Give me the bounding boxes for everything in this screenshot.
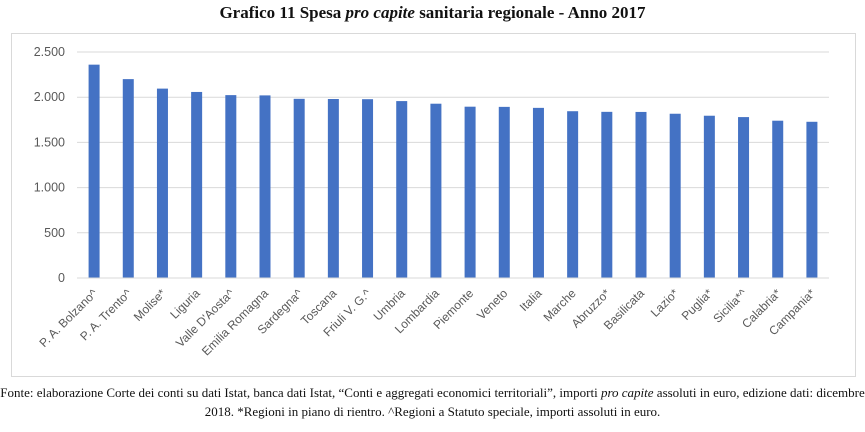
bar xyxy=(396,101,408,279)
x-tick-label: Lazio* xyxy=(648,286,682,320)
caption-part-3: assoluti in euro, edizione dati: dicembr… xyxy=(204,385,865,419)
bar xyxy=(88,64,100,278)
bar xyxy=(669,113,681,279)
chart-title: Grafico 11 Spesa pro capite sanitaria re… xyxy=(0,3,865,23)
x-tick-label: Italia xyxy=(517,286,545,314)
title-part-2: pro capite xyxy=(345,3,415,22)
bar xyxy=(362,99,374,278)
y-tick-label: 1.000 xyxy=(34,181,65,195)
y-tick-label: 0 xyxy=(58,271,65,285)
bar xyxy=(635,111,647,278)
bar xyxy=(567,111,579,278)
x-tick-label: P. A. Bolzano^ xyxy=(36,286,100,350)
x-tick-label: Veneto xyxy=(474,286,511,323)
bar xyxy=(293,98,305,278)
bar xyxy=(464,106,476,278)
bar xyxy=(532,107,544,278)
y-tick-label: 500 xyxy=(44,226,65,240)
bar xyxy=(259,95,271,278)
bar xyxy=(601,111,613,278)
bar xyxy=(327,99,339,279)
bar xyxy=(703,115,715,279)
bar xyxy=(738,117,750,278)
bar xyxy=(806,121,818,278)
bar xyxy=(225,95,237,279)
title-part-3: sanitaria regionale - Anno 2017 xyxy=(414,3,646,22)
bar xyxy=(156,88,168,278)
y-tick-label: 1.500 xyxy=(34,135,65,149)
caption-part-2: pro capite xyxy=(600,385,654,400)
caption-part-1: Fonte: elaborazione Corte dei conti su d… xyxy=(0,385,601,400)
bar xyxy=(430,103,442,278)
bar xyxy=(772,120,784,278)
title-part-1: Grafico 11 Spesa xyxy=(219,3,346,22)
x-tick-label: Molise* xyxy=(131,286,169,324)
y-tick-label: 2.000 xyxy=(34,90,65,104)
y-tick-label: 2.500 xyxy=(34,45,65,59)
source-caption: Fonte: elaborazione Corte dei conti su d… xyxy=(0,383,865,421)
bar xyxy=(191,91,203,278)
x-tick-label: Puglia* xyxy=(679,286,716,323)
bar xyxy=(498,106,510,278)
bar xyxy=(122,79,134,279)
